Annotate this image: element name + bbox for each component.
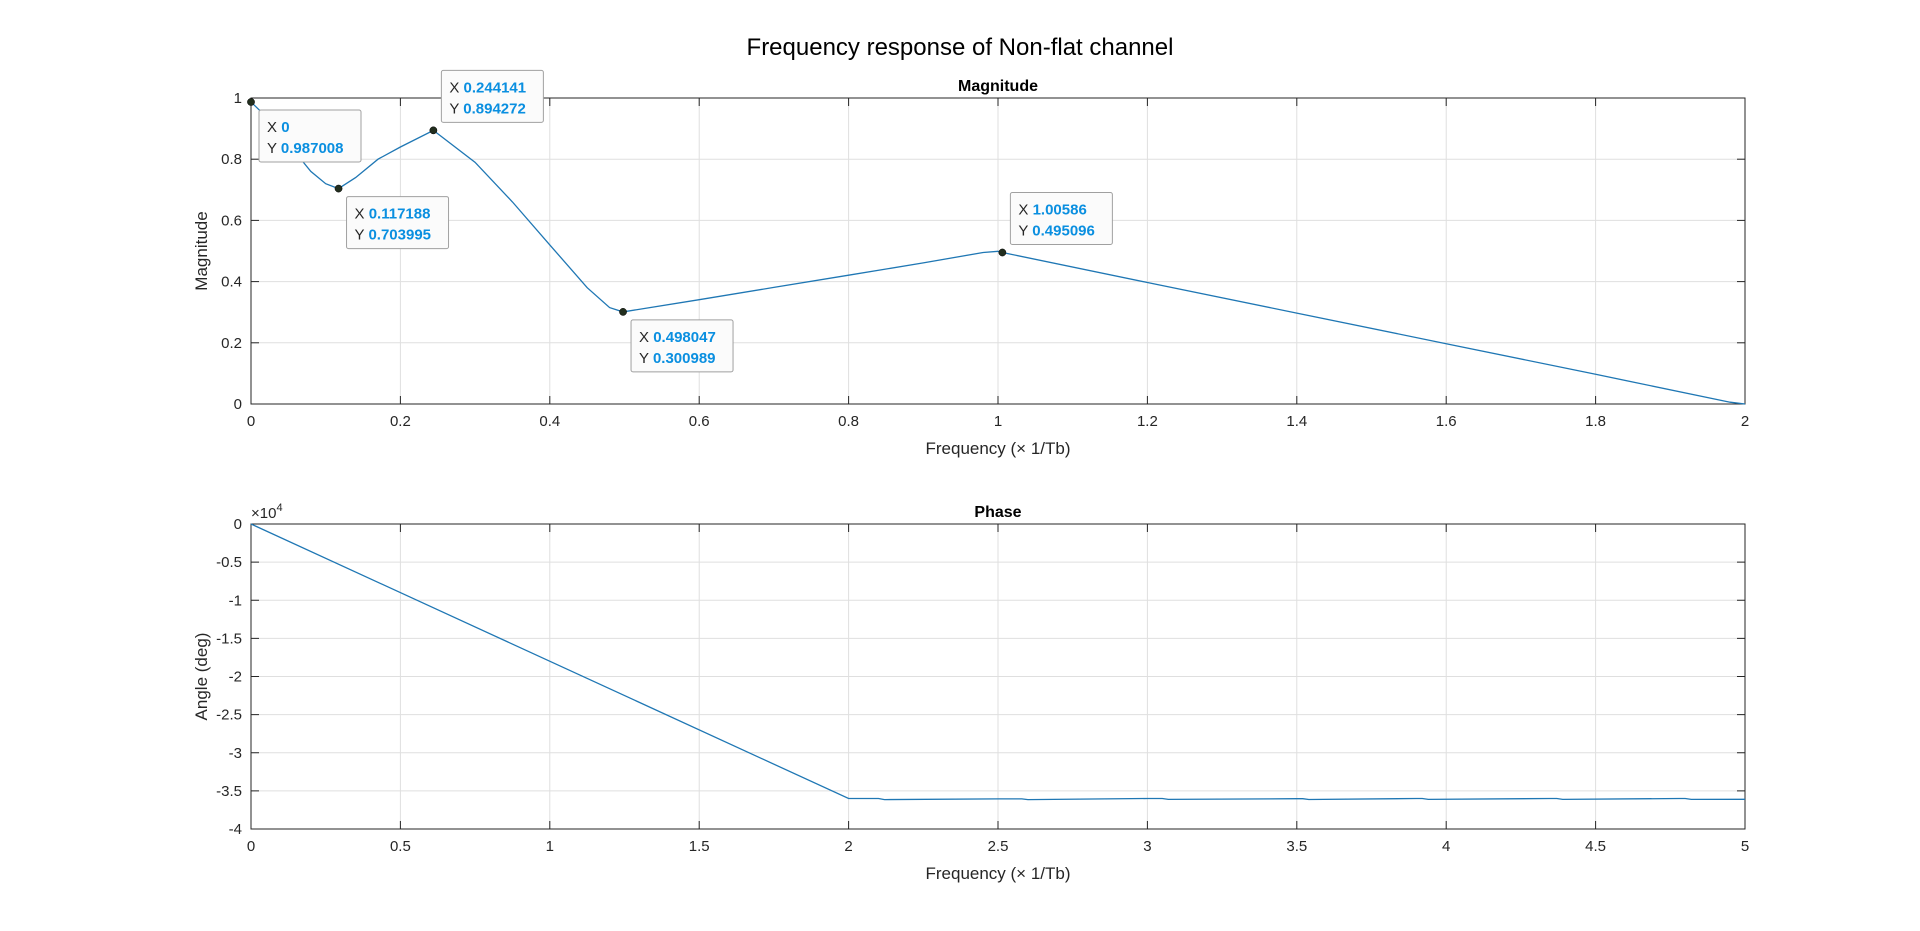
x-tick-label: 3: [1143, 838, 1151, 855]
x-tick-label: 0.5: [390, 838, 411, 855]
datatip-x-value: 1.00586: [1033, 202, 1087, 219]
x-tick-label: 2.5: [988, 838, 1009, 855]
x-tick-label: 1.2: [1137, 413, 1158, 430]
y-tick-label: 0: [234, 516, 242, 533]
x-tick-label: 5: [1741, 838, 1749, 855]
y-tick-label: 0.8: [221, 151, 242, 168]
x-tick-label: 1.5: [689, 838, 710, 855]
datatip-x-value: 0.117188: [369, 206, 431, 223]
x-tick-label: 1.4: [1286, 413, 1307, 430]
x-axis-label: Frequency (× 1/Tb): [925, 864, 1070, 883]
datatip-box: [258, 109, 362, 163]
datatip-y-row: Y 0.300989: [639, 350, 715, 367]
axes-title: Phase: [974, 504, 1021, 521]
x-tick-label: 0.8: [838, 413, 859, 430]
y-tick-label: -2: [229, 669, 242, 686]
y-tick-label: -3.5: [216, 783, 242, 800]
y-exponent-base: ×10: [251, 505, 276, 522]
datatip[interactable]: X 0Y 0.987008: [247, 98, 362, 163]
datatip-x-row: X 0: [267, 119, 290, 136]
axes-1: 0 0.5 1 1.5 2 2.5 3 3.5 4 4.5 5 0 -0.5 -1 -1.5 -2 -2.5 -3…: [192, 502, 1749, 883]
x-tick-label: 3.5: [1286, 838, 1307, 855]
datatip-y-key: Y: [355, 227, 369, 244]
datatip-x-value: 0: [281, 119, 289, 136]
datatip-y-value: 0.300989: [653, 350, 716, 367]
x-tick-label: 1.8: [1585, 413, 1606, 430]
x-tick-label: 0.4: [539, 413, 560, 430]
datatip-marker[interactable]: [998, 248, 1007, 257]
x-tick-label: 2: [844, 838, 852, 855]
y-tick-label: 0.2: [221, 335, 242, 352]
datatip-box: [630, 319, 734, 373]
x-tick-label: 0: [247, 413, 255, 430]
y-tick-label: -2.5: [216, 707, 242, 724]
y-exponent-label: ×104: [251, 502, 283, 522]
datatip-y-row: Y 0.987008: [267, 140, 343, 157]
y-tick-label: -4: [229, 821, 242, 838]
datatip-x-row: X 1.00586: [1018, 202, 1086, 219]
x-tick-label: 0.2: [390, 413, 411, 430]
y-tick-label: -3: [229, 745, 242, 762]
x-tick-label: 4.5: [1585, 838, 1606, 855]
y-axis-label: Magnitude: [192, 211, 211, 290]
y-tick-label: 1: [234, 90, 242, 107]
y-exponent-power: 4: [276, 502, 282, 514]
datatip-y-value: 0.894272: [463, 100, 526, 117]
datatip-y-row: Y 0.703995: [355, 227, 431, 244]
datatip-y-row: Y 0.894272: [449, 100, 525, 117]
datatip-box: [346, 196, 450, 250]
series-line: [250, 101, 1746, 405]
x-tick-label: 1: [546, 838, 554, 855]
datatip-x-row: X 0.117188: [355, 206, 431, 223]
x-tick-label: 4: [1442, 838, 1450, 855]
datatip-x-key: X: [639, 329, 653, 346]
y-tick-label: -1.5: [216, 630, 242, 647]
y-tick-label: 0: [234, 396, 242, 413]
x-tick-label: 2: [1741, 413, 1749, 430]
x-tick-label: 1: [994, 413, 1002, 430]
datatip-x-key: X: [267, 119, 281, 136]
datatip-x-value: 0.498047: [653, 329, 716, 346]
datatip-x-key: X: [449, 79, 463, 96]
datatip-x-row: X 0.498047: [639, 329, 716, 346]
datatip-y-value: 0.987008: [281, 140, 344, 157]
datatip-x-key: X: [355, 206, 369, 223]
x-tick-label: 1.6: [1436, 413, 1457, 430]
datatip-y-key: Y: [267, 140, 281, 157]
x-tick-label: 0.6: [689, 413, 710, 430]
datatip-y-value: 0.703995: [368, 227, 431, 244]
y-tick-label: 0.4: [221, 274, 242, 291]
figure-title: Frequency response of Non-flat channel: [747, 34, 1174, 61]
datatip-x-key: X: [1018, 202, 1032, 219]
datatip-box: [1009, 192, 1113, 246]
datatip-x-value: 0.244141: [464, 79, 527, 96]
datatip-marker[interactable]: [334, 184, 343, 193]
y-tick-label: -1: [229, 592, 242, 609]
datatip-y-row: Y 0.495096: [1018, 223, 1094, 240]
x-tick-label: 0: [247, 838, 255, 855]
x-axis-label: Frequency (× 1/Tb): [925, 439, 1070, 458]
datatip-marker[interactable]: [247, 98, 255, 106]
axes-0: 0 0.2 0.4 0.6 0.8 1 1.2 1.4 1.6 1.8 2 0 0.2 0.4 0.6 0.8…: [192, 69, 1749, 458]
datatip-x-row: X 0.244141: [449, 79, 526, 96]
series-line: [250, 523, 1746, 801]
datatip-y-value: 0.495096: [1032, 223, 1095, 240]
y-tick-label: 0.6: [221, 212, 242, 229]
datatip-marker[interactable]: [429, 126, 438, 135]
datatip-y-key: Y: [1018, 223, 1032, 240]
y-axis-label: Angle (deg): [192, 633, 211, 721]
y-tick-label: -0.5: [216, 554, 242, 571]
datatip-box: [440, 69, 544, 123]
axes-title: Magnitude: [958, 78, 1038, 95]
datatip-marker[interactable]: [619, 308, 627, 316]
datatip-y-key: Y: [639, 350, 653, 367]
datatip-y-key: Y: [449, 100, 463, 117]
